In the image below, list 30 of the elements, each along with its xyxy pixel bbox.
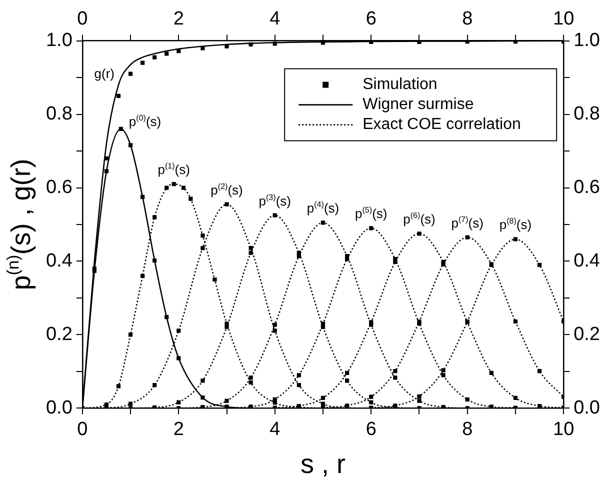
legend-label: Exact COE correlation: [362, 116, 521, 134]
legend-label: Wigner surmise: [362, 96, 474, 114]
annotation: g(r): [94, 66, 114, 81]
x2-tick-label: 10: [553, 8, 574, 30]
x-tick-label: 0: [77, 418, 88, 440]
y-axis-title: p(n)(s) , g(r): [4, 158, 36, 290]
y2-tick-label: 0.2: [574, 324, 600, 345]
y2-tick-label: 0.6: [574, 176, 600, 198]
x2-tick-label: 2: [173, 8, 184, 30]
x2-tick-label: 8: [462, 8, 473, 30]
y-tick-label: 1.0: [46, 30, 72, 52]
x-tick-label: 8: [462, 418, 473, 440]
y2-tick-label: 0.8: [574, 104, 600, 125]
y-tick-label: 0.8: [46, 104, 72, 125]
y2-tick-label: 0.4: [574, 250, 600, 272]
y-tick-label: 0.0: [46, 397, 72, 418]
x-axis-title: s , r: [300, 449, 346, 479]
x2-tick-label: 4: [270, 8, 281, 30]
x-tick-label: 6: [366, 418, 376, 440]
legend-label: Simulation: [362, 76, 438, 94]
x-tick-label: 2: [173, 418, 184, 440]
y-tick-label: 0.2: [46, 324, 72, 345]
x-tick-label: 10: [553, 418, 574, 440]
y-tick-label: 0.4: [46, 250, 73, 272]
x-tick-label: 4: [270, 418, 281, 440]
y2-tick-label: 0.0: [574, 397, 600, 418]
y2-tick-label: 1.0: [574, 30, 600, 52]
x2-tick-label: 0: [77, 8, 88, 30]
x2-tick-label: 6: [366, 8, 376, 30]
y-tick-label: 0.6: [46, 176, 72, 198]
